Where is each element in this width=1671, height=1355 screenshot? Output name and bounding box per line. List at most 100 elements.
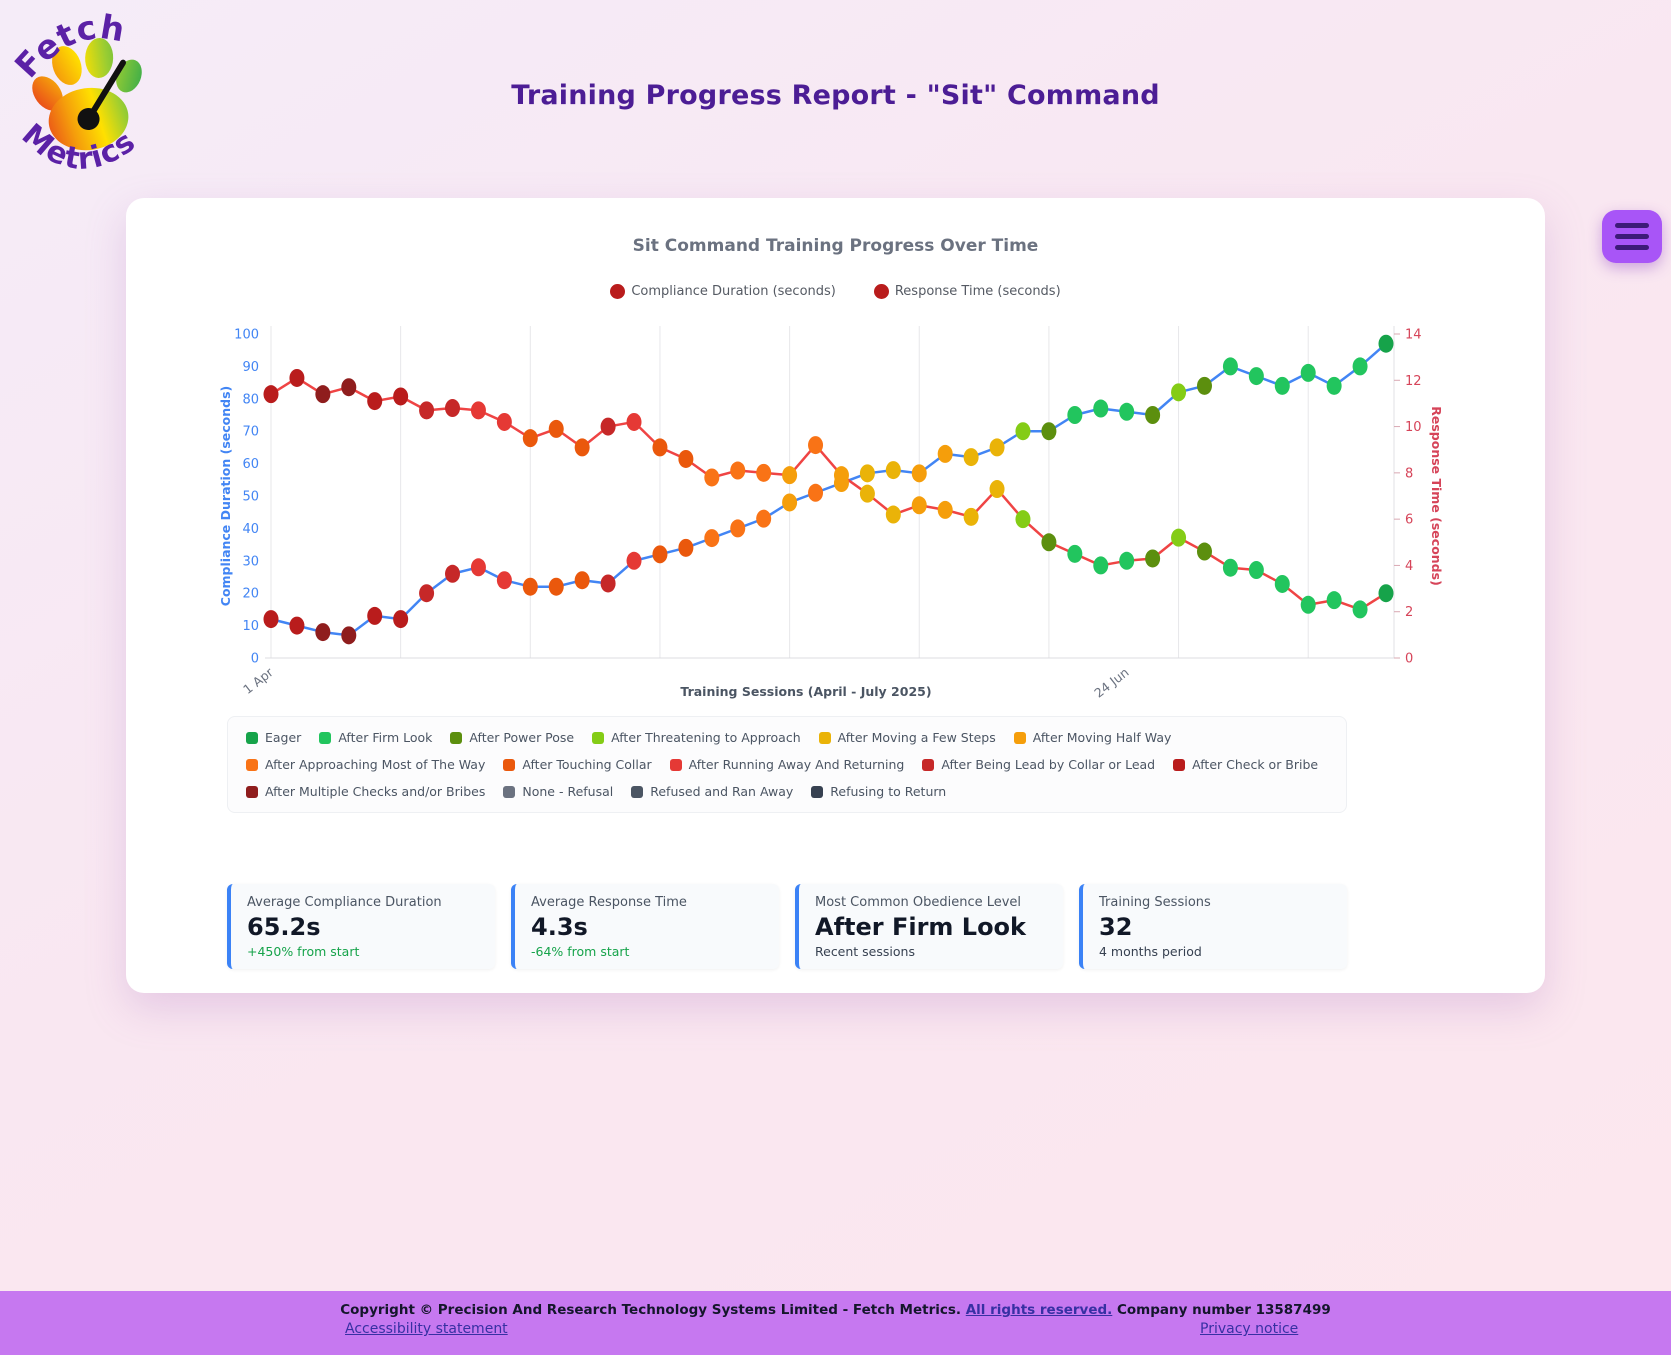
stat-card-average-response-time: Average Response Time 4.3s -64% from sta… xyxy=(511,884,779,969)
training-progress-chart[interactable]: 0 10 20 30 40 50 60 70 80 90 100 0 2 4 6 8 10 12 14 1 Apr 24… xyxy=(126,310,1545,710)
accessibility-statement-link[interactable]: Accessibility statement xyxy=(345,1321,508,1337)
stat-value: 4.3s xyxy=(531,913,588,941)
obedience-swatch-icon xyxy=(592,731,605,744)
obedience-swatch-icon xyxy=(450,731,463,744)
obedience-swatch-icon xyxy=(1173,758,1186,771)
fetch-metrics-logo: Fetch Metrics xyxy=(12,7,142,177)
obedience-swatch-icon xyxy=(246,758,258,771)
obedience-legend-item: After Moving Half Way xyxy=(1013,730,1172,745)
obedience-legend-label: After Moving a Few Steps xyxy=(837,730,996,745)
obedience-swatch-icon xyxy=(631,785,644,798)
obedience-legend-label: None - Refusal xyxy=(522,784,614,799)
gauge-needle-icon xyxy=(85,59,127,123)
obedience-swatch-icon xyxy=(503,758,516,771)
obedience-legend-item: After Multiple Checks and/or Bribes xyxy=(246,784,485,799)
obedience-legend-label: Eager xyxy=(265,730,302,745)
obedience-legend-label: After Moving Half Way xyxy=(1032,730,1172,745)
obedience-legend-item: Refusing to Return xyxy=(811,784,946,799)
stat-label: Most Common Obedience Level xyxy=(815,895,1022,910)
svg-text:14: 14 xyxy=(1405,328,1422,343)
hamburger-menu-button[interactable] xyxy=(1602,210,1662,263)
summary-stats-row: Average Compliance Duration 65.2s +450% … xyxy=(227,884,1347,969)
privacy-notice-link[interactable]: Privacy notice xyxy=(1200,1321,1299,1337)
svg-text:8: 8 xyxy=(1405,466,1413,481)
footer: Copyright © Precision And Research Techn… xyxy=(0,1291,1671,1355)
obedience-legend-label: Refused and Ran Away xyxy=(650,784,794,799)
obedience-legend-label: After Running Away And Returning xyxy=(688,757,905,772)
stat-value: 32 xyxy=(1099,913,1133,941)
svg-text:50: 50 xyxy=(242,490,259,505)
stat-label: Average Compliance Duration xyxy=(247,895,442,910)
obedience-legend-label: After Multiple Checks and/or Bribes xyxy=(265,784,486,799)
obedience-legend-label: Refusing to Return xyxy=(830,784,947,799)
obedience-swatch-icon xyxy=(922,758,935,771)
svg-text:4: 4 xyxy=(1405,559,1413,574)
svg-text:90: 90 xyxy=(242,360,259,375)
obedience-legend-label: After Touching Collar xyxy=(522,757,652,772)
stat-note: 4 months period xyxy=(1099,944,1202,959)
copyright-line: Copyright © Precision And Research Techn… xyxy=(0,1291,1671,1318)
obedience-swatch-icon xyxy=(503,785,516,798)
svg-text:Training Sessions (April - Jul: Training Sessions (April - July 2025) xyxy=(680,684,931,699)
svg-text:Response Time (seconds): Response Time (seconds) xyxy=(1429,406,1444,586)
stat-card-training-sessions: Training Sessions 32 4 months period xyxy=(1079,884,1347,969)
legend-item-response-time[interactable]: Response Time (seconds) xyxy=(873,284,1061,299)
obedience-legend-item: After Approaching Most of The Way xyxy=(246,757,485,772)
hamburger-menu-icon xyxy=(1615,222,1649,229)
stat-label: Training Sessions xyxy=(1099,895,1211,910)
svg-text:Compliance Duration (seconds): Compliance Duration (seconds) xyxy=(218,386,233,606)
copyright-text: Copyright © Precision And Research Techn… xyxy=(340,1302,966,1318)
stat-label: Average Response Time xyxy=(531,895,687,910)
chart-series-legend: Compliance Duration (seconds) Response T… xyxy=(126,284,1545,299)
chart-title: Sit Command Training Progress Over Time xyxy=(632,236,1039,256)
obedience-legend-label: After Being Lead by Collar or Lead xyxy=(941,757,1156,772)
obedience-swatch-icon xyxy=(246,731,258,744)
obedience-legend-item: Refused and Ran Away xyxy=(631,784,793,799)
svg-text:20: 20 xyxy=(242,587,259,602)
obedience-swatch-icon xyxy=(1013,731,1026,744)
legend-label: Response Time (seconds) xyxy=(894,284,1061,299)
all-rights-reserved-link[interactable]: All rights reserved. xyxy=(965,1302,1113,1318)
obedience-legend-label: After Check or Bribe xyxy=(1192,757,1319,772)
obedience-swatch-icon xyxy=(246,785,258,798)
obedience-legend-item: None - Refusal xyxy=(503,784,613,799)
series-marker-icon xyxy=(873,284,889,299)
svg-text:60: 60 xyxy=(242,457,259,472)
stat-note: Recent sessions xyxy=(815,944,915,959)
obedience-swatch-icon xyxy=(818,731,831,744)
svg-text:2: 2 xyxy=(1405,605,1413,620)
svg-text:24 Jun: 24 Jun xyxy=(1091,665,1131,701)
obedience-legend-label: After Firm Look xyxy=(338,730,433,745)
obedience-legend-item: After Firm Look xyxy=(319,730,432,745)
legend-label: Compliance Duration (seconds) xyxy=(631,284,836,299)
svg-text:0: 0 xyxy=(1405,652,1413,667)
obedience-legend-label: After Threatening to Approach xyxy=(611,730,801,745)
obedience-legend-item: After Running Away And Returning xyxy=(669,757,905,772)
obedience-swatch-icon xyxy=(319,731,332,744)
series-marker-icon xyxy=(610,284,626,299)
svg-text:40: 40 xyxy=(242,522,259,537)
obedience-swatch-icon xyxy=(669,758,682,771)
svg-text:100: 100 xyxy=(234,328,259,343)
legend-item-compliance-duration[interactable]: Compliance Duration (seconds) xyxy=(610,284,836,299)
paw-print-icon xyxy=(32,37,142,151)
svg-text:10: 10 xyxy=(242,619,259,634)
company-number-text: Company number 13587499 xyxy=(1112,1302,1331,1318)
obedience-legend-item: After Threatening to Approach xyxy=(592,730,801,745)
obedience-swatch-icon xyxy=(811,785,824,798)
obedience-legend-item: After Moving a Few Steps xyxy=(818,730,996,745)
obedience-legend-item: After Touching Collar xyxy=(503,757,652,772)
obedience-legend-item: After Power Pose xyxy=(450,730,574,745)
svg-text:6: 6 xyxy=(1405,513,1413,528)
page-title: Training Progress Report - "Sit" Command xyxy=(511,80,1160,111)
svg-text:12: 12 xyxy=(1405,374,1422,389)
svg-text:70: 70 xyxy=(242,425,259,440)
obedience-level-legend: Eager After Firm Look After Power Pose Afte… xyxy=(227,716,1347,813)
svg-text:80: 80 xyxy=(242,392,259,407)
obedience-legend-label: After Approaching Most of The Way xyxy=(265,757,486,772)
stat-change: +450% from start xyxy=(247,944,360,959)
stat-change: -64% from start xyxy=(531,944,630,959)
report-card: Sit Command Training Progress Over Time … xyxy=(126,198,1545,993)
obedience-legend-item: After Check or Bribe xyxy=(1173,757,1318,772)
stat-card-average-compliance-duration: Average Compliance Duration 65.2s +450% … xyxy=(227,884,495,969)
